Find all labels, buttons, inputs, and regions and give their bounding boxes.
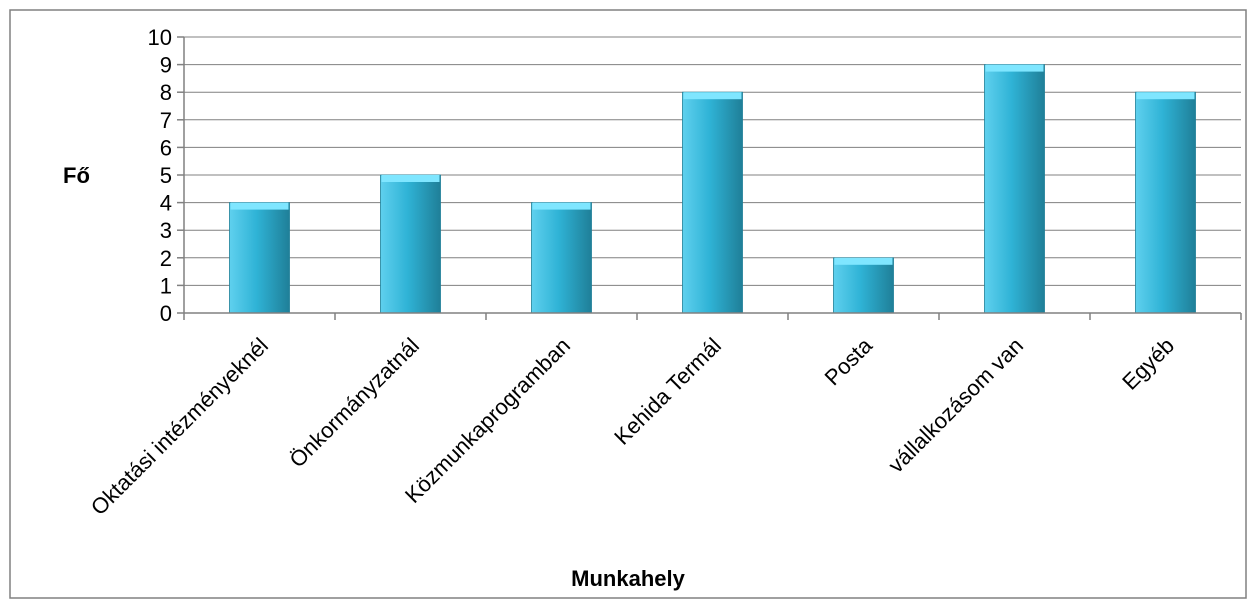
bar-body (833, 257, 894, 314)
bar-top-bevel (532, 202, 591, 210)
y-tick-label: 2 (160, 246, 172, 271)
axes (177, 36, 1242, 320)
bar-top-bevel (985, 64, 1044, 72)
bars (229, 64, 1196, 314)
y-tick-label: 3 (160, 218, 172, 243)
bar (380, 174, 441, 314)
y-axis-title: Fő (63, 163, 90, 188)
bar-top-bevel (1136, 92, 1195, 100)
bar-body (984, 64, 1045, 314)
bar-top-bevel (381, 175, 440, 182)
y-tick-label: 6 (160, 135, 172, 160)
bar-top-bevel (834, 257, 893, 265)
bar-body (531, 202, 592, 314)
bar-top-bevel (230, 202, 289, 210)
y-tick-label: 5 (160, 163, 172, 188)
y-tick-label: 7 (160, 108, 172, 133)
bar (229, 202, 290, 314)
y-tick-labels: 0 12 34 5 67 89 10 (148, 25, 172, 326)
bar-body (229, 202, 290, 314)
bar (531, 202, 592, 314)
bar (682, 91, 743, 314)
bar (1135, 91, 1196, 314)
x-axis-title: Munkahely (571, 566, 685, 591)
bar-body (1135, 91, 1196, 314)
bar (833, 257, 894, 314)
y-tick-label: 4 (160, 191, 172, 216)
y-tick-label: 0 (160, 301, 172, 326)
y-tick-label: 1 (160, 273, 172, 298)
y-tick-label: 8 (160, 80, 172, 105)
chart-border (9, 9, 1247, 599)
bar-body (682, 91, 743, 314)
bar-body (380, 174, 441, 314)
bar-top-bevel (683, 92, 742, 100)
y-tick-label: 9 (160, 53, 172, 78)
y-tick-label: 10 (148, 25, 172, 50)
bar (984, 64, 1045, 314)
